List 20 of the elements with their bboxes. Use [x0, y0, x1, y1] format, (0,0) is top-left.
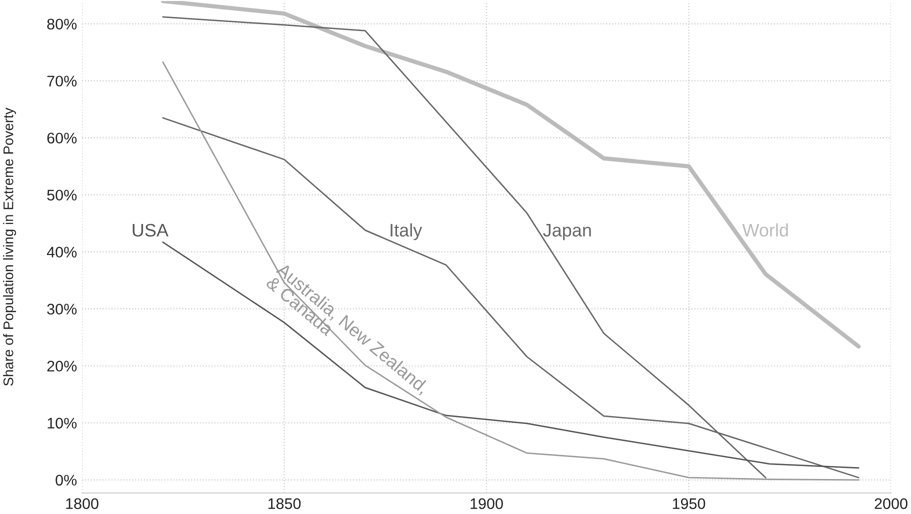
y-tick-label: 50%: [47, 190, 77, 201]
y-tick-label: 10%: [48, 418, 77, 429]
series-label: World: [742, 223, 788, 237]
series-label: Italy: [390, 223, 422, 240]
series-label: USA: [132, 224, 168, 237]
y-tick-label: 30%: [47, 304, 77, 315]
y-tick-label: 70%: [47, 76, 77, 87]
y-axis-title: Share of Population living in Extreme Poverty: [3, 108, 16, 386]
x-tick-label: 1850: [268, 498, 301, 510]
y-tick-label: 40%: [46, 246, 77, 258]
x-tick-label: 1950: [672, 498, 706, 510]
y-tick-label: 20%: [47, 360, 77, 372]
x-tick-label: 1800: [66, 498, 98, 510]
y-tick-label: 0%: [56, 474, 77, 486]
y-tick-label: 80%: [47, 18, 77, 30]
y-tick-label: 60%: [47, 132, 77, 144]
line-series: [162, 241, 860, 469]
series-label: Japan: [543, 224, 591, 240]
x-tick-label: 2000: [874, 498, 908, 510]
x-tick-label: 1900: [470, 498, 503, 510]
